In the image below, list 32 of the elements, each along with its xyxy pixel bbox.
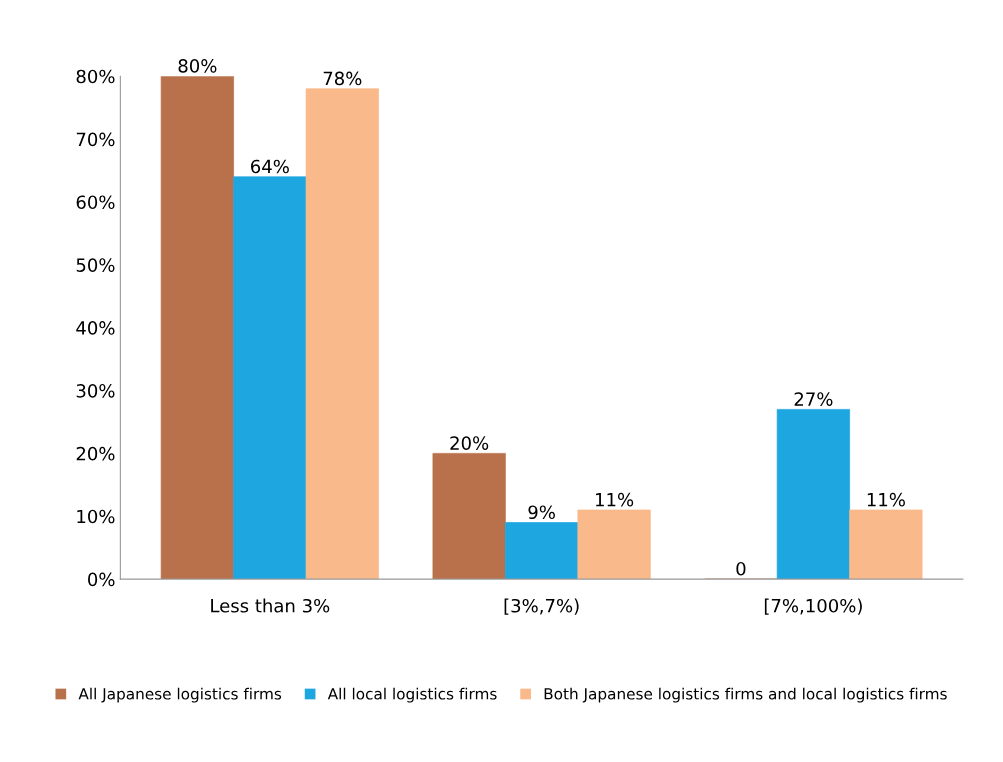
- data-label: 64%: [251, 159, 289, 174]
- data-label: 80%: [178, 59, 217, 73]
- bar: [305, 88, 379, 580]
- y-tick-label: 10%: [77, 509, 115, 524]
- y-tick-label: 30%: [76, 383, 115, 398]
- y-tick-label: 70%: [76, 132, 115, 147]
- y-tick-label: 20%: [76, 446, 115, 461]
- y-tick-label: 80%: [76, 69, 115, 84]
- y-tick-label: 40%: [76, 321, 115, 335]
- legend-label: Both Japanese logistics firms and local logistics firms: [544, 687, 947, 703]
- bar: [233, 176, 307, 580]
- bar: [160, 76, 234, 580]
- y-tick-label: 0%: [88, 572, 115, 587]
- x-tick-label: [3%,7%): [504, 598, 579, 615]
- data-label: 9%: [528, 505, 555, 520]
- bar: [505, 522, 579, 580]
- data-label: 78%: [323, 71, 362, 86]
- data-label: 27%: [794, 392, 833, 406]
- bar: [577, 509, 651, 580]
- legend-label: All Japanese logistics firms: [78, 687, 282, 703]
- bar: [432, 453, 506, 580]
- data-label: 20%: [450, 436, 489, 450]
- y-tick-label: 60%: [76, 195, 115, 210]
- bar: [776, 409, 850, 580]
- x-tick-label: Less than 3%: [211, 598, 330, 613]
- y-tick-label: 50%: [76, 258, 115, 272]
- data-label: 11%: [596, 492, 634, 507]
- x-tick-label: [7%,100%): [764, 598, 862, 615]
- legend-label: All local logistics firms: [327, 687, 497, 703]
- bar: [849, 509, 923, 580]
- data-label: 11%: [867, 492, 905, 507]
- data-label: 0: [736, 561, 746, 576]
